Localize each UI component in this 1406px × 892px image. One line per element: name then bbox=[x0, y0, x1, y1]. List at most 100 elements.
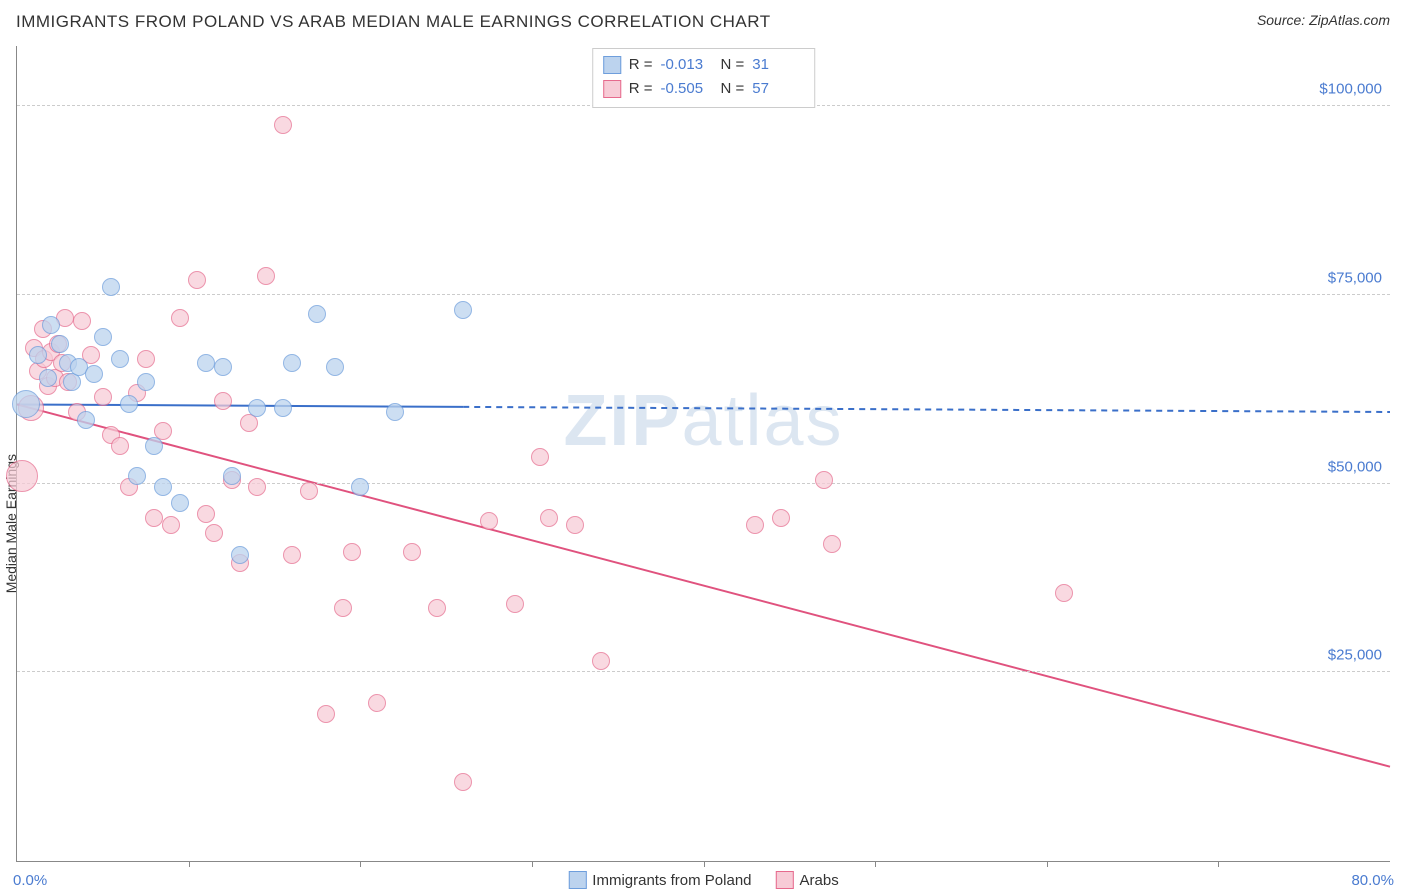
correlation-stats-box: R = -0.013 N = 31 R = -0.505 N = 57 bbox=[592, 48, 816, 108]
data-point-arabs bbox=[248, 478, 266, 496]
data-point-arabs bbox=[368, 694, 386, 712]
data-point-arabs bbox=[403, 543, 421, 561]
data-point-arabs bbox=[6, 460, 38, 492]
chart-title: IMMIGRANTS FROM POLAND VS ARAB MEDIAN MA… bbox=[16, 12, 771, 32]
y-tick-label: $75,000 bbox=[1328, 270, 1382, 287]
data-point-arabs bbox=[257, 267, 275, 285]
r-label: R = bbox=[629, 53, 653, 77]
trend-lines bbox=[17, 46, 1390, 861]
data-point-poland bbox=[248, 399, 266, 417]
data-point-poland bbox=[29, 346, 47, 364]
n-label: N = bbox=[721, 77, 745, 101]
trend-line-poland-dashed bbox=[463, 407, 1390, 412]
data-point-arabs bbox=[531, 448, 549, 466]
y-tick-label: $25,000 bbox=[1328, 647, 1382, 664]
data-point-poland bbox=[39, 369, 57, 387]
data-point-arabs bbox=[506, 595, 524, 613]
r-value-poland: -0.013 bbox=[661, 53, 713, 77]
y-tick-label: $100,000 bbox=[1319, 81, 1382, 98]
data-point-arabs bbox=[772, 509, 790, 527]
data-point-poland bbox=[12, 390, 40, 418]
legend-item-arabs: Arabs bbox=[776, 871, 839, 889]
data-point-poland bbox=[197, 354, 215, 372]
plot-region: $25,000 $50,000 $75,000 $100,000 bbox=[17, 46, 1390, 861]
trend-line-arabs bbox=[17, 404, 1390, 766]
data-point-arabs bbox=[111, 437, 129, 455]
data-point-poland bbox=[85, 365, 103, 383]
x-max-label: 80.0% bbox=[1351, 872, 1394, 889]
data-point-poland bbox=[274, 399, 292, 417]
x-tick bbox=[360, 861, 361, 867]
data-point-poland bbox=[128, 467, 146, 485]
data-point-poland bbox=[308, 305, 326, 323]
data-point-poland bbox=[94, 328, 112, 346]
data-point-arabs bbox=[73, 312, 91, 330]
data-point-poland bbox=[42, 316, 60, 334]
legend-swatch-poland bbox=[568, 871, 586, 889]
r-label: R = bbox=[629, 77, 653, 101]
data-point-arabs bbox=[162, 516, 180, 534]
data-point-poland bbox=[223, 467, 241, 485]
data-point-arabs bbox=[94, 388, 112, 406]
data-point-arabs bbox=[205, 524, 223, 542]
swatch-arabs bbox=[603, 80, 621, 98]
x-tick bbox=[875, 861, 876, 867]
data-point-arabs bbox=[746, 516, 764, 534]
data-point-poland bbox=[214, 358, 232, 376]
x-tick bbox=[1047, 861, 1048, 867]
source-attribution: Source: ZipAtlas.com bbox=[1257, 12, 1390, 28]
data-point-arabs bbox=[823, 535, 841, 553]
data-point-arabs bbox=[171, 309, 189, 327]
stats-row-poland: R = -0.013 N = 31 bbox=[603, 53, 805, 77]
data-point-arabs bbox=[1055, 584, 1073, 602]
data-point-arabs bbox=[317, 705, 335, 723]
data-point-arabs bbox=[214, 392, 232, 410]
data-point-arabs bbox=[540, 509, 558, 527]
legend-swatch-arabs bbox=[776, 871, 794, 889]
data-point-poland bbox=[137, 373, 155, 391]
data-point-poland bbox=[171, 494, 189, 512]
n-value-poland: 31 bbox=[752, 53, 804, 77]
data-point-poland bbox=[326, 358, 344, 376]
x-tick bbox=[704, 861, 705, 867]
x-min-label: 0.0% bbox=[13, 872, 47, 889]
legend-label-poland: Immigrants from Poland bbox=[592, 872, 751, 889]
legend-label-arabs: Arabs bbox=[800, 872, 839, 889]
data-point-poland bbox=[351, 478, 369, 496]
data-point-poland bbox=[102, 278, 120, 296]
data-point-poland bbox=[51, 335, 69, 353]
x-tick bbox=[532, 861, 533, 867]
data-point-arabs bbox=[566, 516, 584, 534]
data-point-poland bbox=[77, 411, 95, 429]
legend-item-poland: Immigrants from Poland bbox=[568, 871, 751, 889]
gridline-h bbox=[17, 671, 1390, 672]
n-value-arabs: 57 bbox=[752, 77, 804, 101]
data-point-arabs bbox=[334, 599, 352, 617]
data-point-arabs bbox=[815, 471, 833, 489]
data-point-arabs bbox=[343, 543, 361, 561]
data-point-arabs bbox=[592, 652, 610, 670]
data-point-arabs bbox=[137, 350, 155, 368]
data-point-arabs bbox=[428, 599, 446, 617]
n-label: N = bbox=[721, 53, 745, 77]
data-point-poland bbox=[386, 403, 404, 421]
r-value-arabs: -0.505 bbox=[661, 77, 713, 101]
swatch-poland bbox=[603, 56, 621, 74]
data-point-arabs bbox=[188, 271, 206, 289]
data-point-poland bbox=[145, 437, 163, 455]
data-point-poland bbox=[120, 395, 138, 413]
stats-row-arabs: R = -0.505 N = 57 bbox=[603, 77, 805, 101]
data-point-arabs bbox=[283, 546, 301, 564]
bottom-legend: Immigrants from Poland Arabs bbox=[568, 871, 838, 889]
data-point-poland bbox=[231, 546, 249, 564]
data-point-arabs bbox=[454, 773, 472, 791]
x-tick bbox=[189, 861, 190, 867]
chart-area: Median Male Earnings ZIPatlas $25,000$50… bbox=[16, 46, 1390, 862]
data-point-arabs bbox=[197, 505, 215, 523]
gridline-h bbox=[17, 294, 1390, 295]
x-tick bbox=[1218, 861, 1219, 867]
data-point-arabs bbox=[480, 512, 498, 530]
data-point-arabs bbox=[300, 482, 318, 500]
data-point-poland bbox=[283, 354, 301, 372]
y-tick-label: $50,000 bbox=[1328, 458, 1382, 475]
